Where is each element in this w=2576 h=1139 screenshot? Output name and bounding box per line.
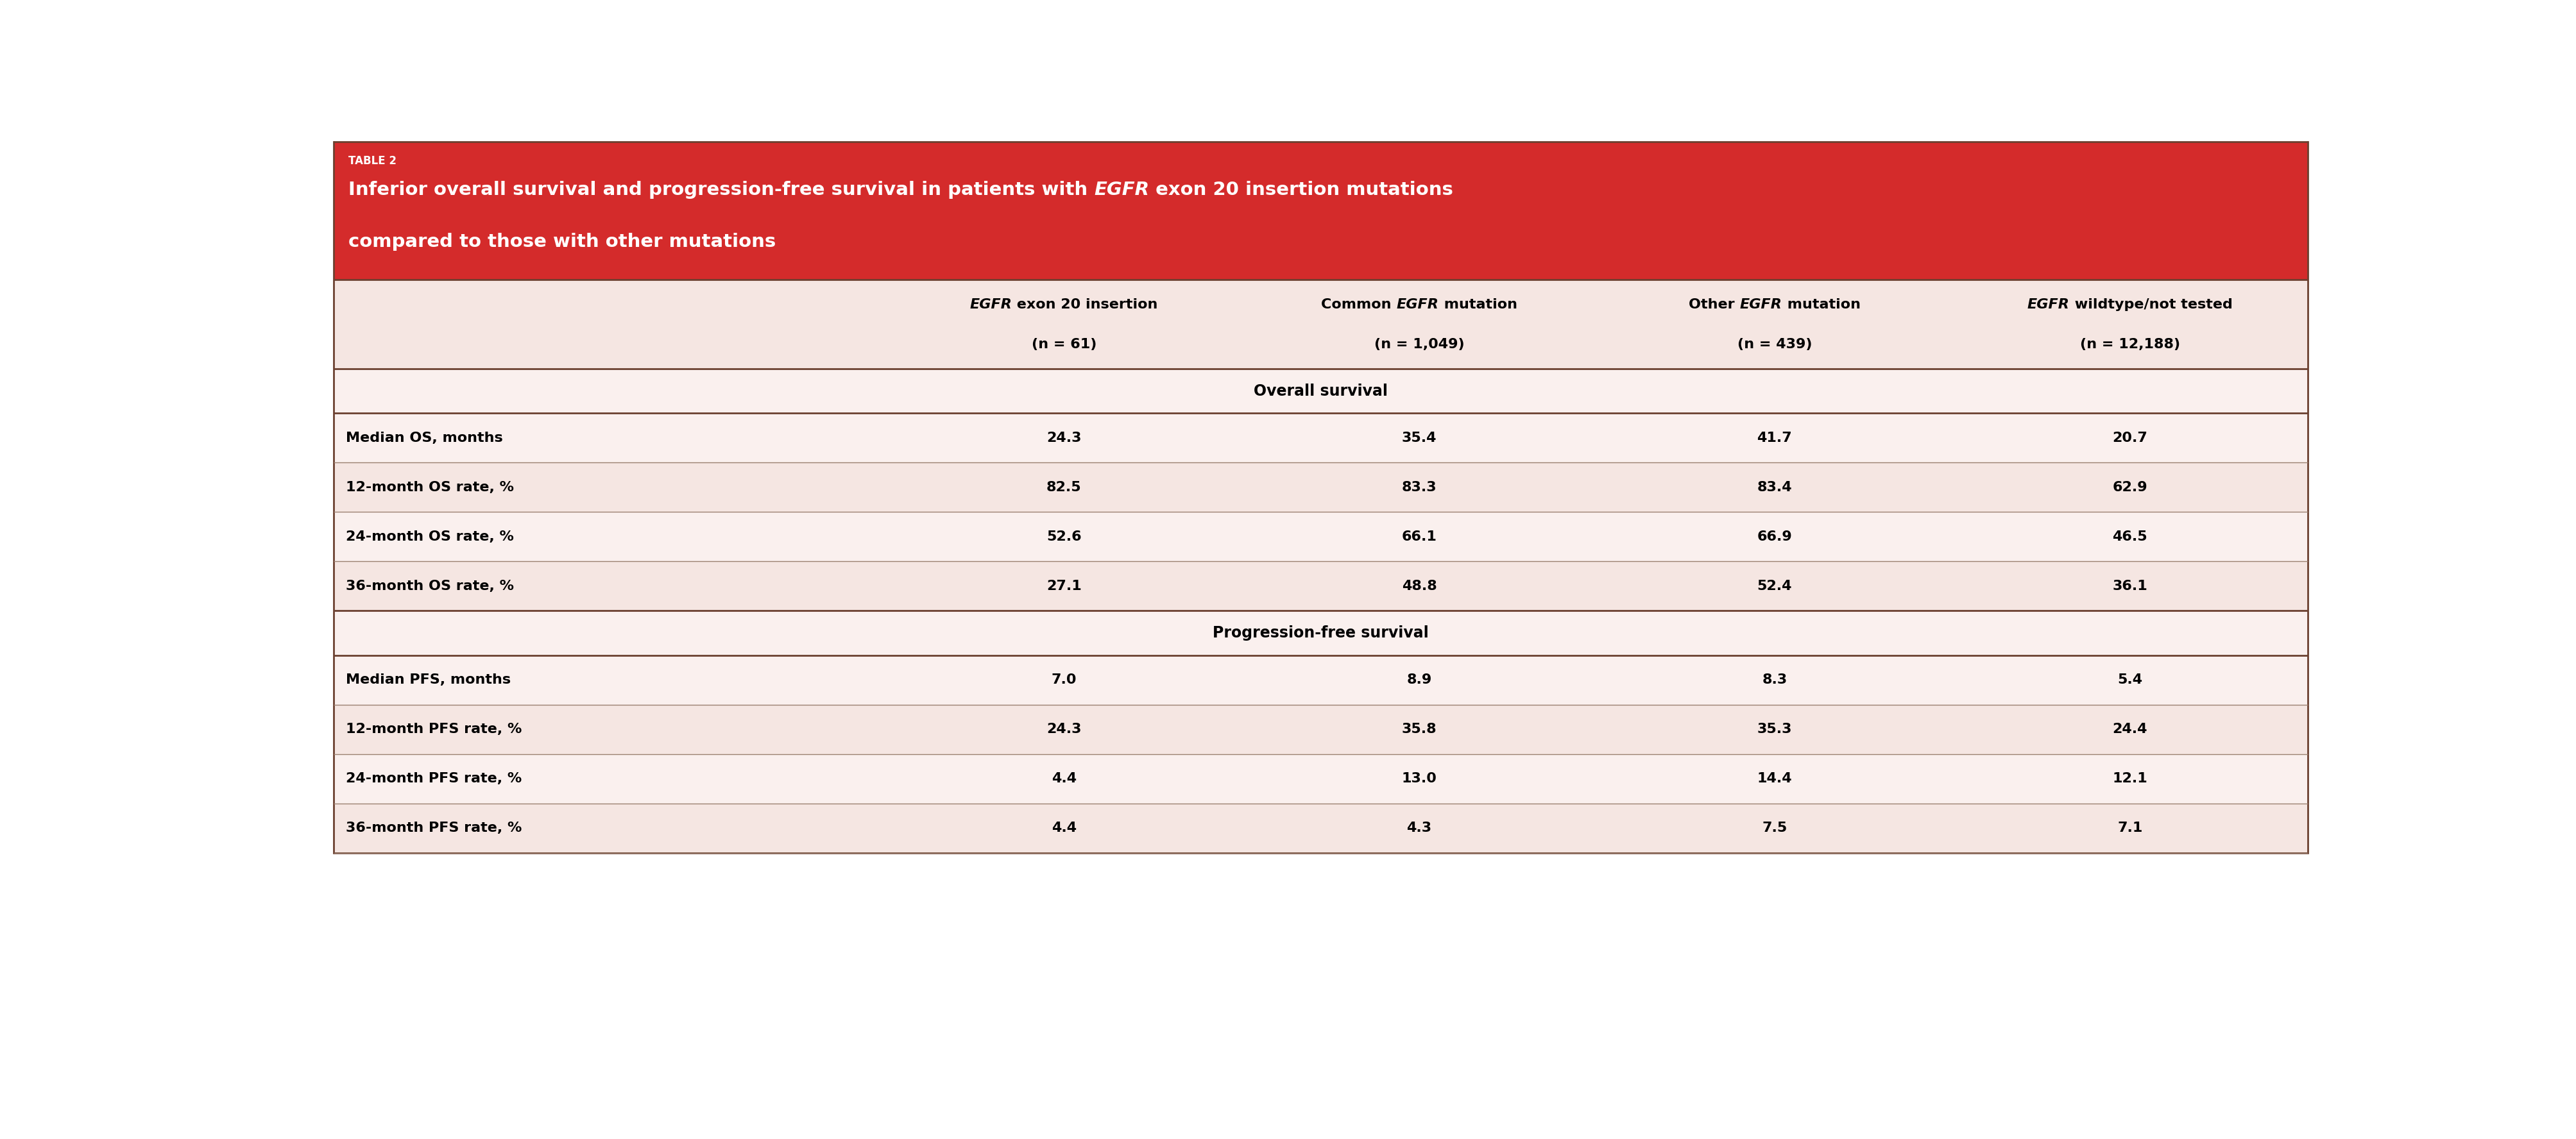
- Text: EGFR: EGFR: [1095, 181, 1149, 199]
- Text: Progression-free survival: Progression-free survival: [1213, 625, 1427, 640]
- Text: 12.1: 12.1: [2112, 772, 2146, 785]
- Text: 14.4: 14.4: [1757, 772, 1793, 785]
- Bar: [332, 369, 2308, 413]
- Text: (n = 1,049): (n = 1,049): [1373, 337, 1463, 351]
- Text: 46.5: 46.5: [2112, 531, 2146, 543]
- Text: 36.1: 36.1: [2112, 580, 2146, 592]
- Text: (n = 61): (n = 61): [1030, 337, 1097, 351]
- Text: Common: Common: [1321, 298, 1396, 311]
- Text: 66.1: 66.1: [1401, 531, 1437, 543]
- Text: (n = 439): (n = 439): [1736, 337, 1811, 351]
- Text: EGFR: EGFR: [2027, 298, 2069, 311]
- Text: 36-month PFS rate, %: 36-month PFS rate, %: [345, 821, 523, 835]
- Text: 12-month PFS rate, %: 12-month PFS rate, %: [345, 723, 523, 736]
- Text: wildtype/not tested: wildtype/not tested: [2069, 298, 2231, 311]
- Text: Median PFS, months: Median PFS, months: [345, 673, 510, 687]
- Text: 4.3: 4.3: [1406, 821, 1432, 835]
- Bar: [332, 462, 2308, 513]
- Bar: [332, 754, 2308, 803]
- Text: Inferior overall survival and progression-free survival in patients with: Inferior overall survival and progressio…: [348, 181, 1095, 199]
- Text: TABLE 2: TABLE 2: [348, 155, 397, 167]
- Text: 24.3: 24.3: [1046, 432, 1082, 444]
- Text: 7.5: 7.5: [1762, 821, 1788, 835]
- Text: 20.7: 20.7: [2112, 432, 2146, 444]
- Text: 83.3: 83.3: [1401, 481, 1437, 493]
- Text: 27.1: 27.1: [1046, 580, 1082, 592]
- Text: 82.5: 82.5: [1046, 481, 1082, 493]
- Bar: [332, 611, 2308, 655]
- Bar: [332, 803, 2308, 853]
- Bar: [332, 705, 2308, 754]
- Bar: [332, 513, 2308, 562]
- Text: 13.0: 13.0: [1401, 772, 1437, 785]
- Text: 62.9: 62.9: [2112, 481, 2146, 493]
- Bar: [332, 280, 2308, 369]
- Text: 35.3: 35.3: [1757, 723, 1793, 736]
- Text: (n = 12,188): (n = 12,188): [2079, 337, 2179, 351]
- Text: 7.0: 7.0: [1051, 673, 1077, 687]
- Text: 24.4: 24.4: [2112, 723, 2146, 736]
- Text: exon 20 insertion: exon 20 insertion: [1012, 298, 1157, 311]
- Text: exon 20 insertion mutations: exon 20 insertion mutations: [1149, 181, 1453, 199]
- Text: 24-month PFS rate, %: 24-month PFS rate, %: [345, 772, 520, 785]
- Text: 83.4: 83.4: [1757, 481, 1793, 493]
- Bar: [332, 655, 2308, 705]
- Text: 12-month OS rate, %: 12-month OS rate, %: [345, 481, 513, 493]
- Text: 4.4: 4.4: [1051, 772, 1077, 785]
- Text: 7.1: 7.1: [2117, 821, 2143, 835]
- Text: 4.4: 4.4: [1051, 821, 1077, 835]
- Bar: [332, 369, 2308, 853]
- Text: 36-month OS rate, %: 36-month OS rate, %: [345, 580, 513, 592]
- Text: 8.3: 8.3: [1762, 673, 1788, 687]
- Text: 52.6: 52.6: [1046, 531, 1082, 543]
- Text: EGFR: EGFR: [1396, 298, 1437, 311]
- Text: 66.9: 66.9: [1757, 531, 1793, 543]
- Text: 48.8: 48.8: [1401, 580, 1437, 592]
- Text: EGFR: EGFR: [969, 298, 1012, 311]
- Text: 52.4: 52.4: [1757, 580, 1793, 592]
- Text: Median OS, months: Median OS, months: [345, 432, 502, 444]
- Bar: [332, 413, 2308, 462]
- Text: EGFR: EGFR: [1739, 298, 1783, 311]
- Text: mutation: mutation: [1783, 298, 1860, 311]
- Text: 8.9: 8.9: [1406, 673, 1432, 687]
- Bar: [332, 141, 2308, 280]
- Text: mutation: mutation: [1437, 298, 1517, 311]
- Text: 5.4: 5.4: [2117, 673, 2141, 687]
- Text: 41.7: 41.7: [1757, 432, 1793, 444]
- Text: 24.3: 24.3: [1046, 723, 1082, 736]
- Text: 24-month OS rate, %: 24-month OS rate, %: [345, 531, 513, 543]
- Text: compared to those with other mutations: compared to those with other mutations: [348, 233, 775, 251]
- Text: Other: Other: [1687, 298, 1739, 311]
- Text: Overall survival: Overall survival: [1252, 384, 1388, 399]
- Text: 35.4: 35.4: [1401, 432, 1437, 444]
- Text: 35.8: 35.8: [1401, 723, 1437, 736]
- Bar: [332, 562, 2308, 611]
